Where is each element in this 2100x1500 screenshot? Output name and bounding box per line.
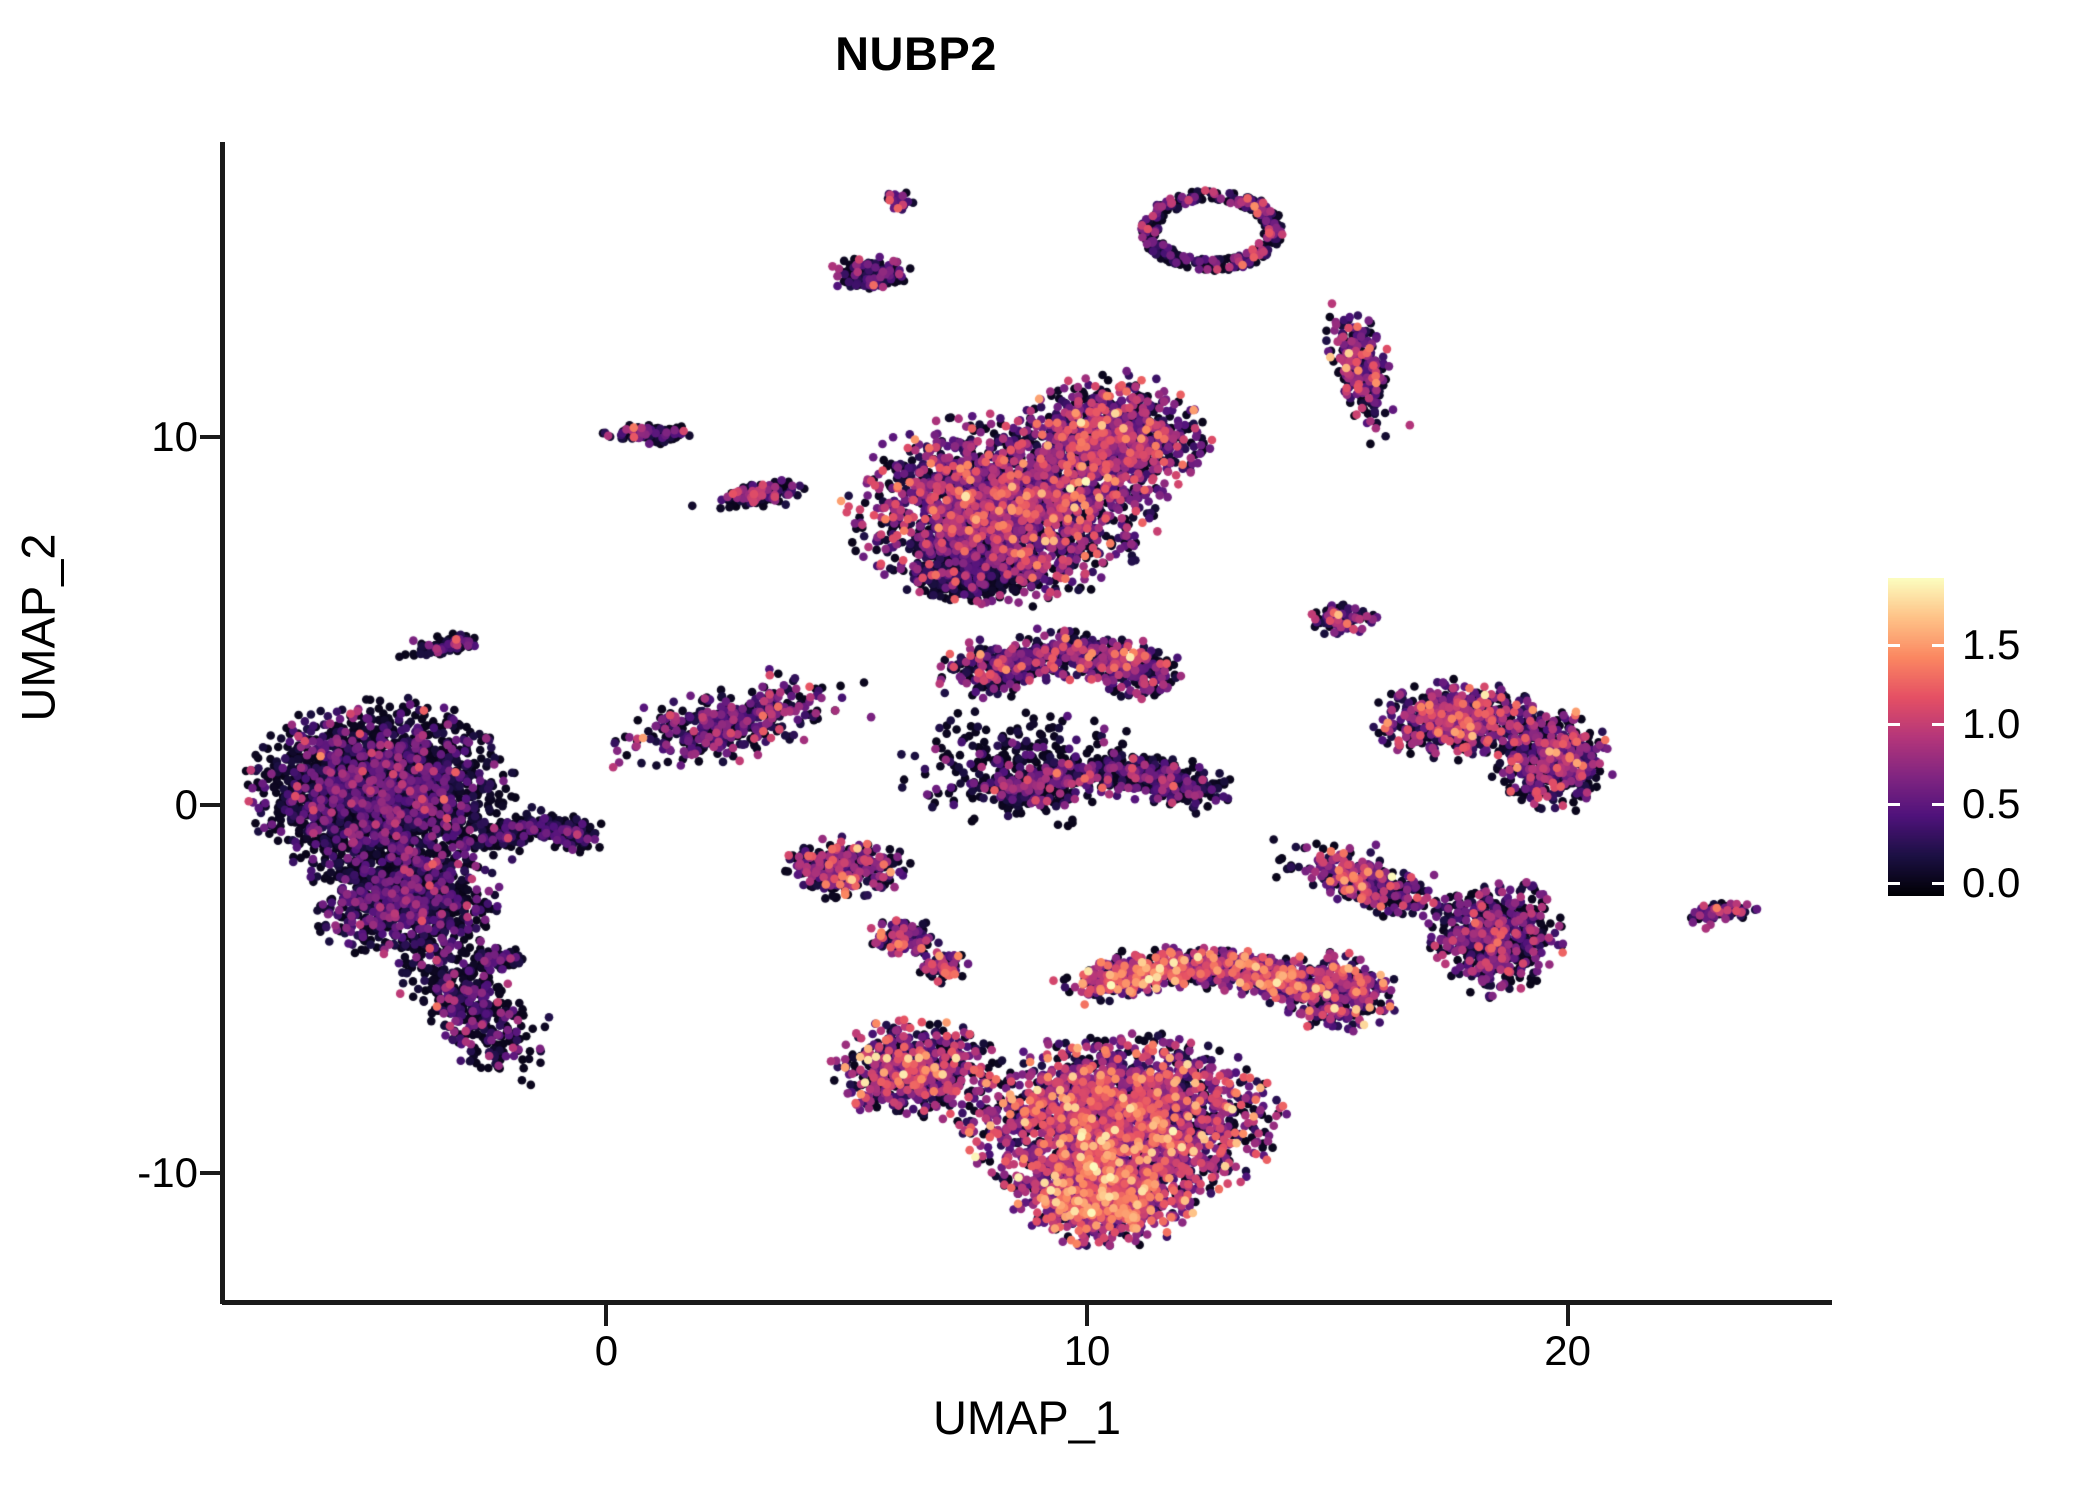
colorbar-tick-mark — [1932, 882, 1944, 886]
x-axis-tick-mark — [1565, 1305, 1570, 1326]
y-axis-line — [220, 142, 225, 1304]
colorbar-tick-mark — [1888, 643, 1900, 647]
x-axis-tick-label: 10 — [1063, 1327, 1111, 1374]
x-axis-line — [222, 1300, 1832, 1305]
x-axis-tick-mark — [604, 1305, 609, 1326]
y-axis-tick-mark — [200, 434, 220, 439]
colorbar-tick-mark — [1932, 802, 1944, 806]
colorbar-tick-mark — [1932, 643, 1944, 647]
y-axis-tick-label: 0 — [174, 780, 198, 828]
page-title: NUBP2 — [835, 27, 997, 80]
y-axis-tick-label: 10 — [151, 412, 198, 460]
x-axis-tick-label: 0 — [594, 1327, 619, 1374]
colorbar-legend: 0.0 0.5 1.0 1.5 — [1888, 578, 2078, 908]
x-axis-tick-mark — [1085, 1305, 1090, 1326]
x-axis-tick-label: 20 — [1544, 1327, 1592, 1374]
colorbar-tick-mark — [1888, 802, 1900, 806]
colorbar-tick-label: 1.5 — [1962, 620, 2021, 668]
y-axis-title: UMAP_2 — [11, 533, 65, 722]
colorbar-tick-mark — [1888, 723, 1900, 727]
y-axis-tick-label: -10 — [137, 1149, 198, 1197]
x-axis-title: UMAP_1 — [932, 1391, 1122, 1444]
colorbar-tick-mark — [1888, 882, 1900, 886]
colorbar-gradient — [1888, 578, 1944, 896]
colorbar-tick-label: 0.5 — [1962, 779, 2021, 827]
colorbar-tick-mark — [1932, 723, 1944, 727]
y-axis-tick-mark — [200, 1171, 220, 1176]
scatter-plot-canvas — [222, 142, 1832, 1302]
y-axis-tick-mark — [200, 802, 220, 807]
colorbar-tick-label: 1.0 — [1962, 700, 2021, 748]
colorbar-tick-label: 0.0 — [1962, 859, 2021, 907]
